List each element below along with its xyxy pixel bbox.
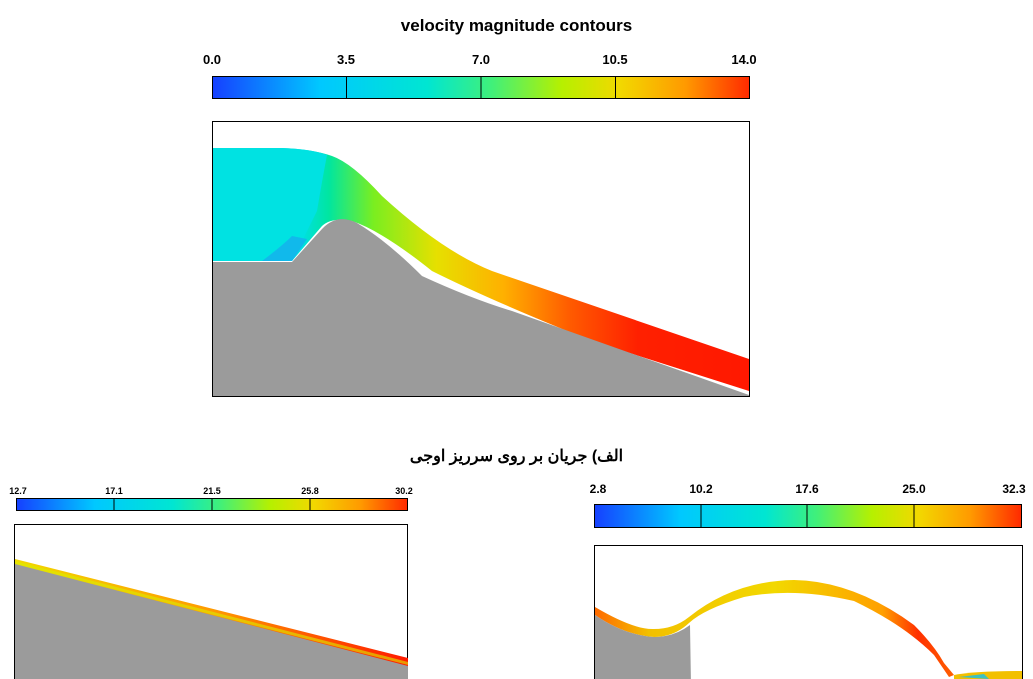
panel-chute (14, 524, 408, 679)
colorbar-chute-gradient (16, 498, 408, 511)
panel-ski-jump (594, 545, 1023, 679)
colorbar-ski-jump-tick: 32.3 (1002, 482, 1026, 496)
colorbar-main-tick: 10.5 (602, 52, 628, 67)
colorbar-chute-tick: 25.8 (301, 486, 319, 496)
chute-body (15, 564, 408, 679)
ski-jump-body (595, 615, 691, 679)
colorbar-chute-tick: 12.7 (9, 486, 27, 496)
figure-caption: الف) جریان بر روی سرریز اوجی (409, 448, 624, 465)
colorbar-main-tick: 14.0 (731, 52, 757, 67)
figure-title: velocity magnitude contours (400, 16, 633, 35)
colorbar-chute-tick: 17.1 (105, 486, 123, 496)
colorbar-chute-tick: 30.2 (395, 486, 413, 496)
colorbar-ski-jump-tick: 10.2 (689, 482, 713, 496)
jet-trajectory (595, 580, 954, 677)
colorbar-main-gradient (212, 76, 750, 99)
colorbar-ski-jump: 2.8 10.2 17.6 25.0 32.3 (590, 482, 1026, 528)
panel-ogee-spillway (212, 121, 750, 397)
colorbar-main-tick: 0.0 (202, 52, 222, 67)
colorbar-ski-jump-tick: 25.0 (902, 482, 926, 496)
colorbar-ski-jump-tick: 2.8 (589, 482, 607, 496)
colorbar-chute: 12.7 17.1 21.5 25.8 30.2 (9, 486, 413, 512)
water-region (213, 148, 749, 391)
colorbar-chute-tick: 21.5 (203, 486, 221, 496)
spillway-body (213, 219, 749, 396)
colorbar-main-tick: 3.5 (336, 52, 356, 67)
colorbar-ski-jump-gradient (594, 504, 1022, 528)
colorbar-ski-jump-tick: 17.6 (795, 482, 819, 496)
colorbar-main: 0.0 3.5 7.0 10.5 14.0 (203, 52, 757, 100)
colorbar-main-tick: 7.0 (471, 52, 491, 67)
